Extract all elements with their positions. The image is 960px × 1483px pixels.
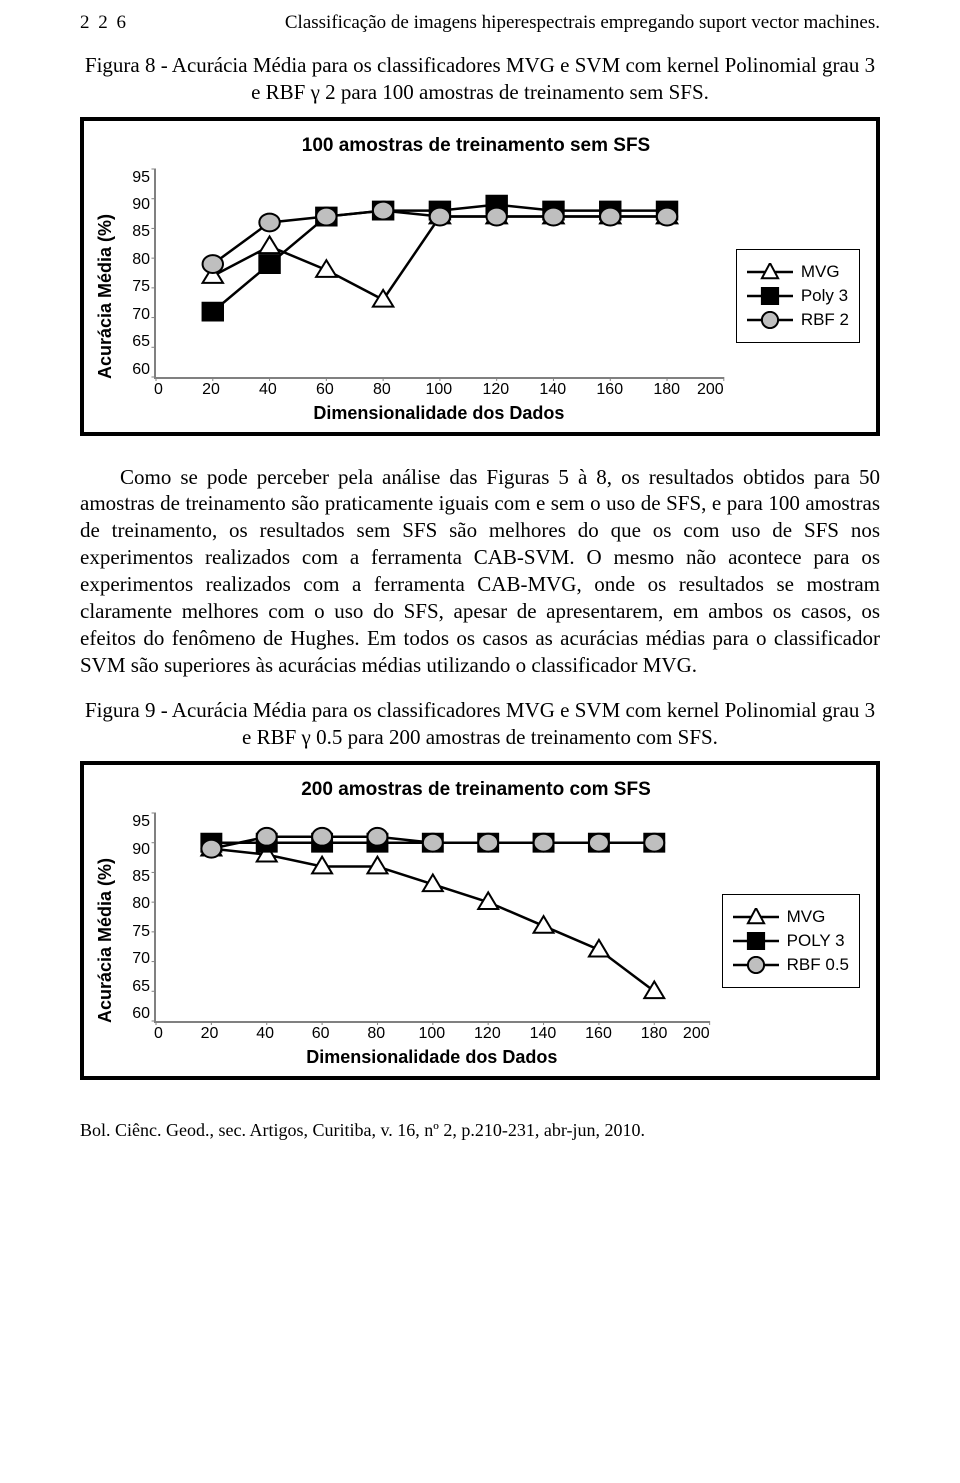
legend-label: POLY 3 <box>787 931 845 951</box>
figure-9-svg <box>156 813 710 1021</box>
figure-8-xlabel: Dimensionalidade dos Dados <box>154 403 724 424</box>
legend-row: Poly 3 <box>747 286 849 306</box>
figure-8-legend: MVG Poly 3 RBF 2 <box>736 249 860 343</box>
page-number: 2 2 6 <box>80 12 128 34</box>
figure-8-ylabel: Acurácia Média (%) <box>96 214 117 379</box>
figure-8-svg <box>156 169 724 377</box>
figure-9-chart-title: 200 amostras de treinamento com SFS <box>92 779 860 801</box>
legend-label: RBF 2 <box>801 310 849 330</box>
legend-row: MVG <box>733 907 849 927</box>
figure-9-ylabel: Acurácia Média (%) <box>96 858 117 1023</box>
figure-8-xticks: 020406080100120140160180200 <box>154 381 724 399</box>
figure-8-chart-box: 100 amostras de treinamento sem SFS Acur… <box>80 117 880 436</box>
page-footer: Bol. Ciênc. Geod., sec. Artigos, Curitib… <box>80 1120 880 1141</box>
legend-swatch-icon <box>733 908 779 926</box>
legend-label: MVG <box>801 262 840 282</box>
legend-row: POLY 3 <box>733 931 849 951</box>
page-header: 2 2 6 Classificação de imagens hiperespe… <box>80 12 880 34</box>
legend-label: RBF 0.5 <box>787 955 849 975</box>
figure-8-caption: Figura 8 - Acurácia Média para os classi… <box>80 52 880 107</box>
legend-row: MVG <box>747 262 849 282</box>
figure-8-chart-title: 100 amostras de treinamento sem SFS <box>92 135 860 157</box>
legend-label: MVG <box>787 907 826 927</box>
legend-swatch-icon <box>733 956 779 974</box>
figure-9-chart-box: 200 amostras de treinamento com SFS Acur… <box>80 761 880 1080</box>
legend-swatch-icon <box>747 287 793 305</box>
legend-swatch-icon <box>733 932 779 950</box>
legend-label: Poly 3 <box>801 286 848 306</box>
legend-row: RBF 2 <box>747 310 849 330</box>
figure-9-plot-area <box>154 813 710 1023</box>
body-paragraph: Como se pode perceber pela análise das F… <box>80 464 880 679</box>
figure-9-xticks: 020406080100120140160180200 <box>154 1025 710 1043</box>
figure-8-yticks: 9590858075706560 <box>120 169 154 379</box>
figure-9-caption: Figura 9 - Acurácia Média para os classi… <box>80 697 880 752</box>
legend-swatch-icon <box>747 263 793 281</box>
legend-swatch-icon <box>747 311 793 329</box>
figure-9-yticks: 9590858075706560 <box>120 813 154 1023</box>
legend-row: RBF 0.5 <box>733 955 849 975</box>
figure-8-plot-area <box>154 169 724 379</box>
figure-9-legend: MVG POLY 3 RBF 0.5 <box>722 894 860 988</box>
figure-9-xlabel: Dimensionalidade dos Dados <box>154 1047 710 1068</box>
running-title: Classificação de imagens hiperespectrais… <box>158 12 880 34</box>
